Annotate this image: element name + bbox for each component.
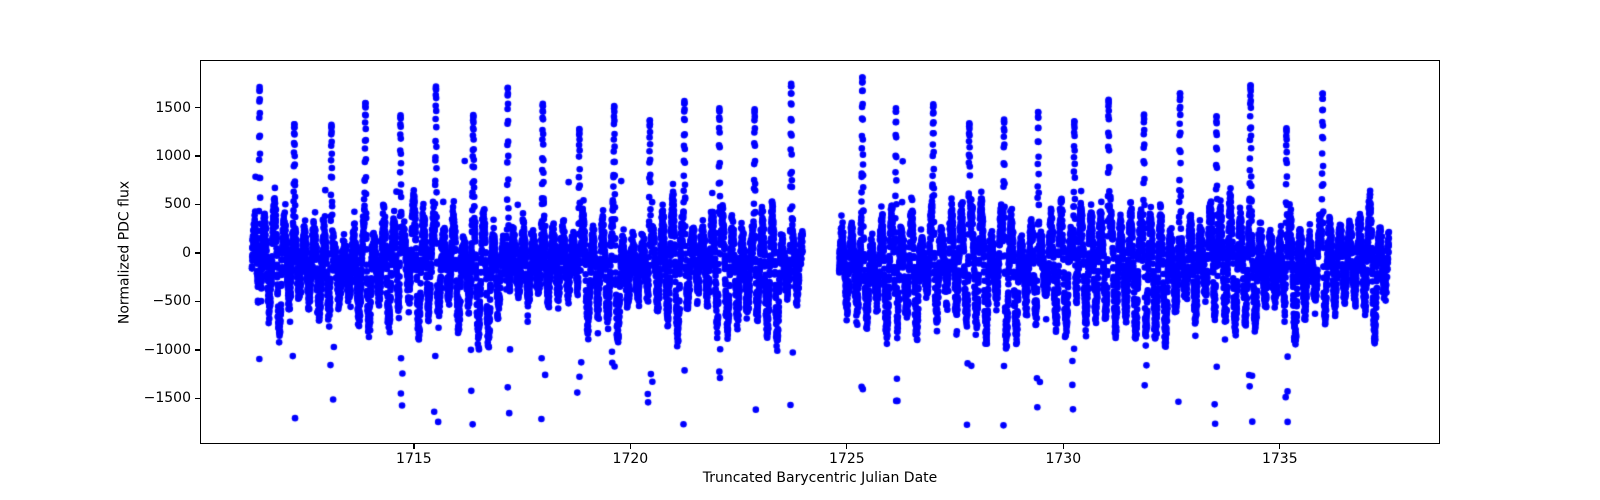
x-tick-label: 1735 xyxy=(1261,451,1298,467)
x-tick xyxy=(1062,444,1064,449)
x-tick xyxy=(629,444,631,449)
y-tick xyxy=(195,203,200,206)
x-tick xyxy=(846,444,848,449)
x-axis-label: Truncated Barycentric Julian Date xyxy=(702,470,938,486)
x-tick xyxy=(413,444,415,449)
y-tick-label: −1000 xyxy=(143,341,191,358)
y-tick xyxy=(195,349,200,351)
y-tick-label: −1500 xyxy=(143,390,191,407)
y-tick-label: 500 xyxy=(164,196,191,213)
x-tick xyxy=(1279,444,1281,449)
x-tick-label: 1720 xyxy=(612,451,649,467)
y-tick xyxy=(195,106,200,109)
y-tick-label: −500 xyxy=(152,293,191,310)
x-tick-label: 1725 xyxy=(829,451,865,467)
y-tick xyxy=(195,300,200,303)
y-tick-label: 0 xyxy=(182,244,191,261)
y-tick xyxy=(195,397,200,400)
y-tick-label: 1500 xyxy=(155,99,191,116)
x-tick-label: 1730 xyxy=(1045,451,1082,467)
y-tick xyxy=(195,252,200,254)
x-tick-label: 1715 xyxy=(396,451,432,467)
y-axis-label: Normalized PDC flux xyxy=(116,180,133,325)
plot-area xyxy=(200,60,1440,444)
y-tick-label: 1000 xyxy=(155,148,191,164)
y-tick xyxy=(195,155,200,157)
